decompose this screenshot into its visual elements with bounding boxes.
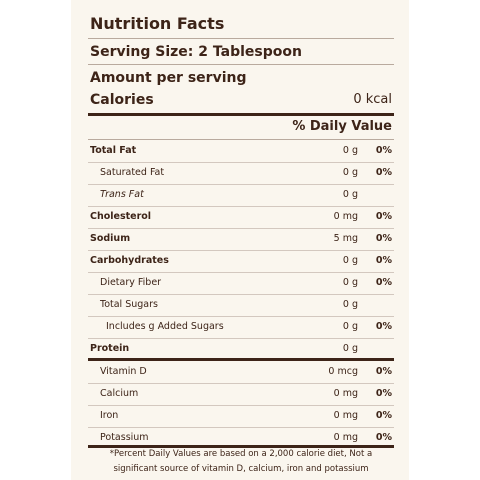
nutrient-amount: 0 g (342, 167, 358, 178)
nutrient-daily-value: 0% (375, 432, 392, 443)
nutrient-name: Dietary Fiber (100, 277, 162, 288)
nutrient-row-added-sugars: Includes g Added Sugars 0 g 0% (88, 316, 394, 339)
nutrient-daily-value: 0% (375, 321, 392, 332)
nutrient-name: Includes g Added Sugars (106, 321, 224, 332)
nutrient-name: Carbohydrates (90, 255, 169, 266)
nutrient-row-saturated-fat: Saturated Fat 0 g 0% (88, 162, 394, 185)
nutrient-row-cholesterol: Cholesterol 0 mg 0% (88, 206, 394, 229)
thick-divider (88, 358, 394, 361)
nutrient-daily-value: 0% (375, 255, 392, 266)
nutrient-amount: 0 mg (333, 410, 358, 421)
nutrient-name: Potassium (100, 432, 149, 443)
nutrient-amount: 0 g (342, 145, 358, 156)
serving-size: Serving Size: 2 Tablespoon (90, 44, 302, 60)
nutrient-amount: 0 g (342, 189, 358, 200)
nutrient-name: Total Sugars (100, 299, 158, 310)
nutrient-amount: 0 g (342, 299, 358, 310)
nutrient-amount: 0 mg (333, 388, 358, 399)
nutrient-row-total-sugars: Total Sugars 0 g (88, 294, 394, 317)
nutrient-daily-value: 0% (375, 211, 392, 222)
nutrient-amount: 0 mg (333, 211, 358, 222)
nutrient-daily-value: 0% (375, 388, 392, 399)
nutrient-amount: 0 g (342, 277, 358, 288)
amount-per-serving: Amount per serving (90, 70, 247, 86)
footnote: *Percent Daily Values are based on a 2,0… (109, 449, 373, 474)
divider (88, 38, 394, 39)
nutrient-row-carbohydrates: Carbohydrates 0 g 0% (88, 250, 394, 273)
nutrient-daily-value: 0% (375, 167, 392, 178)
nutrient-daily-value: 0% (375, 410, 392, 421)
nutrient-daily-value: 0% (375, 233, 392, 244)
nutrient-row-calcium: Calcium 0 mg 0% (88, 383, 394, 406)
label-title: Nutrition Facts (90, 14, 225, 33)
nutrient-name: Sodium (90, 233, 131, 244)
nutrient-daily-value: 0% (375, 366, 392, 377)
nutrient-amount: 0 mg (333, 432, 358, 443)
divider (88, 139, 394, 140)
nutrient-amount: 0 g (342, 343, 358, 354)
nutrient-amount: 5 mg (333, 233, 358, 244)
nutrient-name: Trans Fat (100, 189, 144, 200)
nutrient-row-trans-fat: Trans Fat 0 g (88, 184, 394, 207)
nutrient-row-vitamin-d: Vitamin D 0 mcg 0% (88, 361, 394, 384)
nutrient-name: Saturated Fat (100, 167, 165, 178)
nutrient-row-sodium: Sodium 5 mg 0% (88, 228, 394, 251)
nutrient-row-dietary-fiber: Dietary Fiber 0 g 0% (88, 272, 394, 295)
nutrient-name: Vitamin D (100, 366, 147, 377)
thick-divider (88, 113, 394, 116)
nutrient-name: Protein (90, 343, 130, 354)
nutrient-name: Iron (100, 410, 119, 421)
daily-value-header: % Daily Value (292, 119, 392, 134)
nutrient-row-potassium: Potassium 0 mg 0% (88, 427, 394, 449)
nutrient-name: Total Fat (90, 145, 137, 156)
nutrient-amount: 0 mcg (328, 366, 358, 377)
nutrient-row-iron: Iron 0 mg 0% (88, 405, 394, 428)
nutrient-daily-value: 0% (375, 277, 392, 288)
nutrient-name: Calcium (100, 388, 139, 399)
nutrient-daily-value: 0% (375, 145, 392, 156)
calories-value: 0 kcal (353, 92, 392, 107)
label-background (71, 0, 409, 480)
divider (88, 64, 394, 65)
thick-divider (88, 445, 394, 448)
nutrient-row-total-fat: Total Fat 0 g 0% (88, 140, 394, 163)
calories-label: Calories (90, 92, 154, 108)
nutrient-amount: 0 g (342, 255, 358, 266)
nutrient-name: Cholesterol (90, 211, 152, 222)
nutrient-amount: 0 g (342, 321, 358, 332)
nutrition-facts-label: Nutrition Facts Serving Size: 2 Tablespo… (88, 0, 394, 480)
